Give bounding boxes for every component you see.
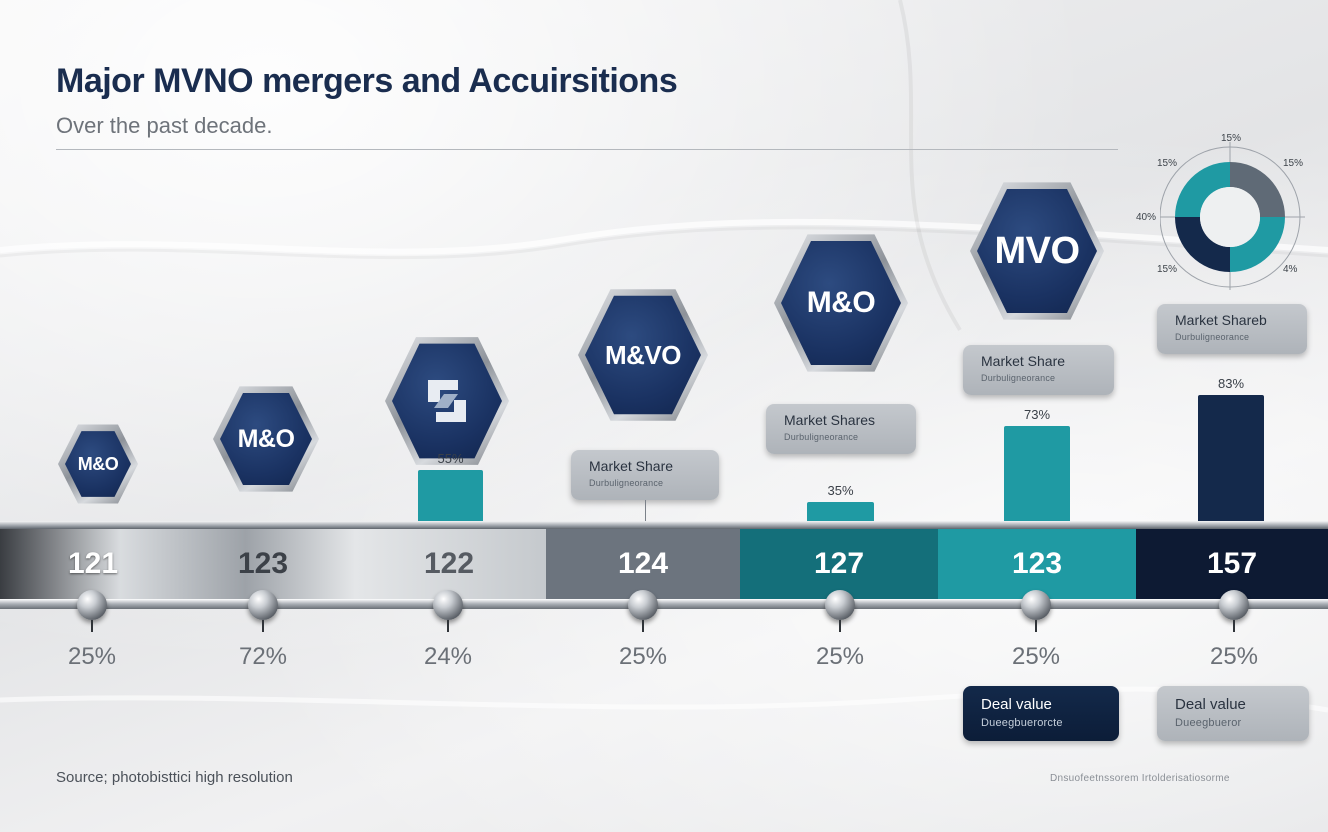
timeline-knob <box>825 590 855 620</box>
card-label: Market Shares <box>784 412 876 428</box>
deal-card-label: Deal value <box>981 696 1052 713</box>
donut-label-upper-left: 15% <box>1157 158 1178 169</box>
timeline-value-3: 122 <box>423 547 475 580</box>
timeline-rail-bottom <box>0 599 1328 609</box>
knob-stem <box>91 620 93 632</box>
deal-value-card-1: Deal value Dueegbuerorcte <box>963 686 1119 741</box>
market-share-bar-label: 73% <box>1023 407 1051 422</box>
badge-1-text: M&O <box>65 431 131 497</box>
timeline-metal-section <box>0 529 546 599</box>
card-connector <box>645 500 646 521</box>
knob-stem <box>1233 620 1235 632</box>
timeline-value-6: 123 <box>938 529 1136 599</box>
deal-card-sublabel: Dueegbuerorcte <box>981 717 1063 729</box>
market-share-bar <box>1004 426 1070 521</box>
badge-6-text: MVO <box>977 188 1097 314</box>
market-share-bar-label: 83% <box>1217 376 1245 391</box>
market-share-bar <box>418 470 483 521</box>
knob-stem <box>839 620 841 632</box>
timeline-value-7: 157 <box>1136 529 1328 599</box>
market-share-donut <box>1160 142 1305 290</box>
badge-3-logo <box>392 343 502 459</box>
timeline-rail-top <box>0 521 1328 529</box>
deal-value-card-2: Deal value Dueegbueror <box>1157 686 1309 741</box>
market-share-bar-label: 55% <box>437 451 464 466</box>
timeline-knob <box>77 590 107 620</box>
footnote: Dnsuofeetnssorem Irtolderisatiosorme <box>1050 773 1230 784</box>
knob-stem <box>1035 620 1037 632</box>
card-sublabel: Durbuligneorance <box>981 373 1056 383</box>
title-divider <box>56 149 1118 150</box>
knob-stem <box>642 620 644 632</box>
market-share-card-2: Market Shares Durbuligneorance <box>766 404 916 454</box>
timeline-value-1: 121 <box>67 547 119 580</box>
timeline-value-4: 124 <box>546 529 740 599</box>
deal-card-sublabel: Dueegbueror <box>1175 717 1242 729</box>
donut-label-upper-right: 15% <box>1283 158 1304 169</box>
timeline-knob <box>628 590 658 620</box>
card-sublabel: Durbuligneorance <box>1175 332 1250 342</box>
market-share-card-4: Market Shareb Durbuligneorance <box>1157 304 1307 354</box>
knob-stem <box>447 620 449 632</box>
badge-4: M&VO <box>578 289 708 421</box>
source-note: Source; photobisttici high resolution <box>56 769 293 786</box>
market-share-bar-label: 35% <box>827 483 854 498</box>
timeline-percent-5: 25% <box>815 643 865 670</box>
timeline-percent-3: 24% <box>423 643 473 670</box>
card-sublabel: Durbuligneorance <box>784 432 859 442</box>
badge-6: MVO <box>970 182 1104 320</box>
card-label: Market Share <box>589 458 674 474</box>
card-sublabel: Durbuligneorance <box>589 478 664 488</box>
timeline-percent-2: 72% <box>238 643 288 670</box>
donut-label-lower-left: 15% <box>1157 264 1178 275</box>
card-label: Market Share <box>981 353 1066 369</box>
timeline-knob <box>1219 590 1249 620</box>
timeline-percent-1: 25% <box>67 643 117 670</box>
timeline-knob <box>433 590 463 620</box>
badge-1: M&O <box>58 424 138 504</box>
donut-label-top: 15% <box>1221 133 1242 144</box>
timeline-knob <box>248 590 278 620</box>
knob-stem <box>262 620 264 632</box>
deal-card-label: Deal value <box>1175 696 1246 713</box>
market-share-bar <box>807 502 874 521</box>
badge-2-text: M&O <box>220 392 312 486</box>
timeline-percent-6: 25% <box>1011 643 1061 670</box>
market-share-card-1: Market Share Durbuligneorance <box>571 450 719 500</box>
market-share-card-3: Market Share Durbuligneorance <box>963 345 1114 395</box>
card-label: Market Shareb <box>1175 312 1267 328</box>
timeline-value-5: 127 <box>740 529 938 599</box>
market-share-bar <box>1198 395 1264 521</box>
donut-label-lower-right: 4% <box>1283 264 1298 275</box>
page-title: Major MVNO mergers and Accuirsitions <box>56 62 678 100</box>
timeline-knob <box>1021 590 1051 620</box>
interlocking-logo-icon <box>428 380 466 422</box>
page-subtitle: Over the past decade. <box>56 113 273 138</box>
timeline-percent-7: 25% <box>1209 643 1259 670</box>
timeline-value-2: 123 <box>237 547 289 580</box>
timeline-percent-4: 25% <box>618 643 668 670</box>
badge-5-text: M&O <box>781 240 901 366</box>
badge-4-text: M&VO <box>585 295 701 415</box>
donut-label-left: 40% <box>1136 212 1157 223</box>
